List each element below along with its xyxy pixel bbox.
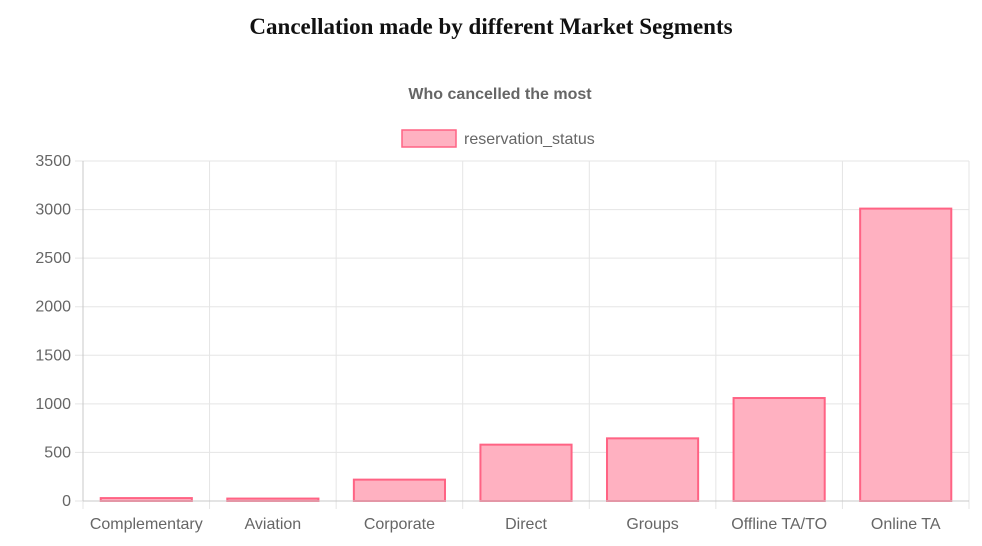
x-tick-label: Offline TA/TO (731, 516, 827, 533)
chart-subtitle: Who cancelled the most (408, 86, 592, 103)
y-tick-label: 1000 (35, 396, 71, 413)
bar[interactable] (606, 437, 700, 503)
bar[interactable] (479, 443, 573, 502)
bar[interactable] (732, 397, 826, 502)
y-tick-label: 2000 (35, 299, 71, 316)
y-tick-label: 3500 (35, 153, 71, 170)
y-tick-label: 3000 (35, 202, 71, 219)
axes (82, 161, 969, 502)
legend-swatch (401, 129, 457, 148)
y-tick-label: 1500 (35, 347, 71, 364)
y-tick-label: 0 (62, 493, 71, 510)
y-tick-labels: 0 500 1000 1500 2000 2500 3000 3500 (35, 153, 71, 510)
x-tick-label: Aviation (245, 516, 302, 533)
x-tick-label: Online TA (871, 516, 941, 533)
legend[interactable]: reservation_status (401, 129, 595, 148)
bar[interactable] (859, 207, 953, 502)
x-tick-labels: Complementary Aviation Corporate Direct Grou… (90, 516, 941, 533)
x-tick-label: Corporate (364, 516, 435, 533)
legend-label: reservation_status (464, 131, 595, 148)
bar[interactable] (352, 478, 446, 502)
page-title: Cancellation made by different Market Se… (249, 14, 733, 39)
bars (99, 207, 953, 503)
x-tick-label: Groups (626, 516, 678, 533)
y-tick-label: 500 (44, 444, 71, 461)
y-tick-label: 2500 (35, 250, 71, 267)
x-tick-label: Direct (505, 516, 547, 533)
x-tick-label: Complementary (90, 516, 203, 533)
